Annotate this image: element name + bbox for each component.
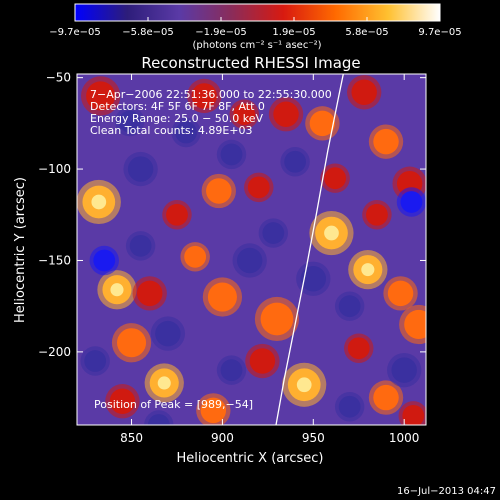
emission-blob-core	[324, 225, 339, 241]
emission-blob	[373, 384, 399, 411]
colorbar-tick-label: −5.8e−05	[122, 27, 174, 38]
colorbar-tick-label: 1.9e−05	[272, 27, 315, 38]
emission-blobs	[77, 75, 426, 425]
x-tick-label: 900	[211, 431, 234, 445]
emission-blob	[206, 178, 232, 204]
annotation-detectors: Detectors: 4F 5F 6F 7F 8F, Att 0	[90, 100, 265, 113]
emission-blob	[351, 79, 377, 106]
emission-blob	[404, 309, 426, 339]
emission-blob	[247, 176, 270, 199]
emission-blob	[184, 245, 207, 268]
emission-blob	[207, 282, 237, 312]
y-tick-label: −50	[46, 71, 71, 85]
solar-limb-curve	[275, 74, 344, 425]
emission-blob	[220, 359, 243, 382]
emission-blob	[324, 167, 347, 190]
emission-blob	[166, 203, 188, 226]
emission-blob-core	[110, 283, 124, 297]
emission-blob	[284, 150, 307, 173]
colorbar-unit: (photons cm⁻² s⁻¹ asec⁻²)	[192, 40, 321, 51]
plot-area: 850 900 950 1000 −50 −100 −150 −200 7−Apr−2006 …	[38, 71, 427, 445]
emission-blob	[300, 266, 327, 292]
colorbar-tick-label: 9.7e−05	[418, 27, 461, 38]
emission-blob	[366, 203, 388, 226]
x-tick-label: 950	[302, 431, 325, 445]
emission-blob-core	[361, 263, 375, 277]
emission-blob	[129, 234, 152, 257]
timestamp: 16−Jul−2013 04:47	[397, 486, 496, 497]
axis-ticks: 850 900 950 1000 −50 −100 −150 −200	[38, 71, 426, 445]
emission-blob	[309, 110, 336, 137]
emission-blob	[338, 395, 361, 418]
emission-blob	[93, 249, 116, 272]
x-tick-label: 1000	[389, 431, 420, 445]
colorbar-frame	[74, 3, 441, 22]
y-tick-label: −150	[38, 253, 71, 267]
emission-blob	[175, 121, 197, 144]
emission-blob	[262, 222, 285, 244]
emission-blob-core	[296, 377, 312, 393]
emission-blob	[86, 81, 116, 111]
x-tick-label: 850	[120, 431, 143, 445]
emission-blob-core	[91, 194, 107, 210]
emission-blob-core	[157, 376, 171, 390]
annotation-time-range: 7−Apr−2006 22:51:36.000 to 22:55:30.000	[90, 88, 332, 101]
emission-blob	[84, 350, 107, 372]
annotation-energy-range: Energy Range: 25.0 − 50.0 keV	[90, 112, 264, 125]
emission-blob	[400, 191, 423, 213]
x-axis-label: Heliocentric X (arcsec)	[177, 451, 324, 466]
emission-blob	[200, 397, 227, 424]
emission-blob	[338, 295, 361, 318]
emission-blob	[116, 328, 147, 358]
emission-blob	[387, 280, 414, 307]
emission-blob	[273, 101, 299, 127]
colorbar-tick-label: 5.8e−05	[345, 27, 388, 38]
emission-blob	[136, 280, 163, 307]
emission-blob	[118, 110, 141, 133]
emission-blob	[373, 128, 399, 155]
emission-blob	[402, 404, 425, 425]
emission-blob	[191, 83, 217, 109]
plot-frame	[76, 73, 427, 426]
colorbar-ticks: −9.7e−05 −5.8e−05 −1.9e−05 1.9e−05 5.8e−05 9.…	[49, 17, 462, 38]
y-axis-label: Heliocentric Y (arcsec)	[13, 177, 28, 323]
y-tick-label: −100	[38, 162, 71, 176]
emission-blob	[391, 357, 417, 383]
y-tick-label: −200	[38, 345, 71, 359]
emission-blob	[249, 348, 276, 374]
colorbar: −9.7e−05 −5.8e−05 −1.9e−05 1.9e−05 5.8e−05 9.…	[49, 3, 462, 51]
annotation-peak: Position of Peak = [989,−54]	[94, 398, 253, 411]
emission-blob	[155, 320, 181, 347]
chart-title: Reconstructed RHESSI Image	[141, 54, 360, 72]
colorbar-tick-label: −1.9e−05	[195, 27, 247, 38]
colorbar-gradient	[75, 4, 440, 21]
emission-blob	[147, 414, 170, 425]
emission-blob	[127, 156, 154, 182]
annotation-clean: Clean Total counts: 4.89E+03	[90, 124, 253, 137]
colorbar-tick-label: −9.7e−05	[49, 27, 101, 38]
emission-blob	[236, 247, 263, 274]
emission-blob	[220, 143, 243, 166]
emission-blob	[233, 103, 256, 126]
emission-blob	[109, 388, 136, 414]
emission-blob	[260, 302, 294, 336]
emission-blob	[347, 337, 370, 360]
